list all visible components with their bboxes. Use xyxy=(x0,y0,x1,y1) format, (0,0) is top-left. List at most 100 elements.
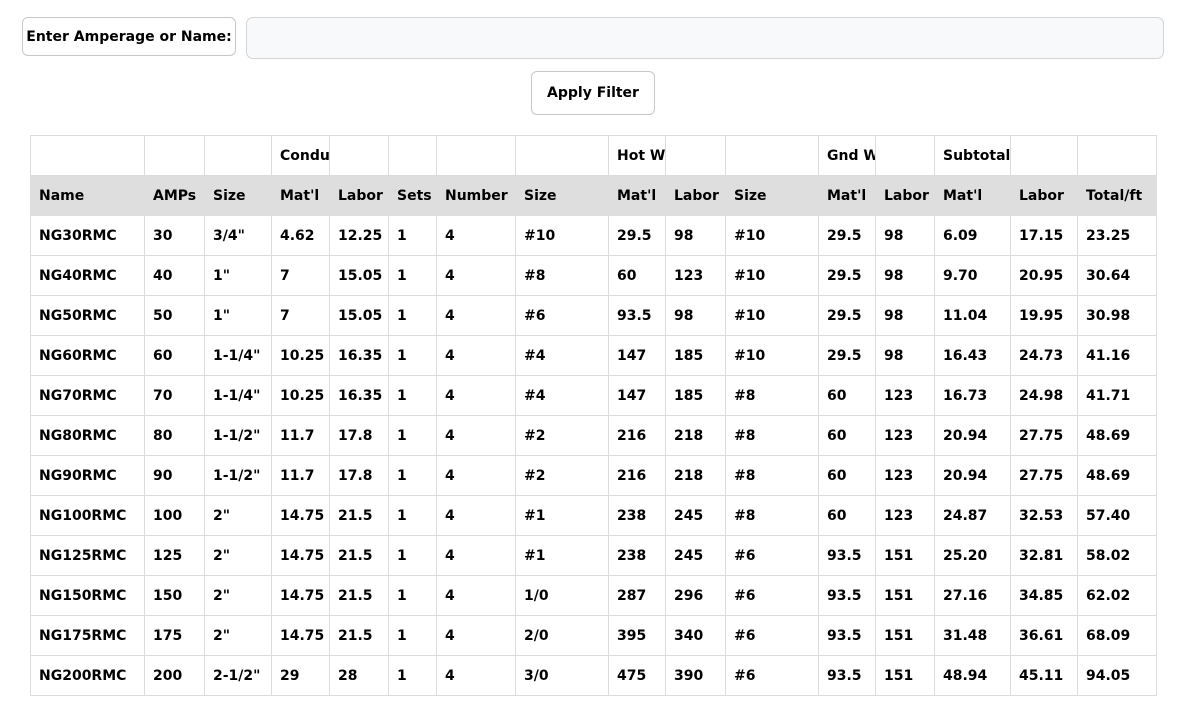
table-cell: 14.75 xyxy=(271,535,330,576)
table-cell: 4.62 xyxy=(271,215,330,256)
table-cell: 29.5 xyxy=(818,295,876,336)
table-cell: 23.25 xyxy=(1077,215,1157,256)
table-cell: NG50RMC xyxy=(30,295,145,336)
table-cell: 340 xyxy=(665,615,726,656)
apply-filter-button[interactable]: Apply Filter xyxy=(531,71,655,115)
table-cell: NG200RMC xyxy=(30,655,145,696)
table-cell: 28 xyxy=(329,655,389,696)
table-cell: 27.75 xyxy=(1010,415,1078,456)
table-cell: #8 xyxy=(725,375,819,416)
table-cell: 4 xyxy=(436,415,516,456)
table-cell: 15.05 xyxy=(329,295,389,336)
column-header: Total/ft xyxy=(1077,175,1157,216)
table-row: NG40RMC 40 1" 7 15.05 1 4 #8 60 123 #10 29.5 98 9.70 2… xyxy=(30,255,1157,296)
table-row: NG125RMC 125 2" 14.75 21.5 1 4 #1 238 245 #6 93.5 15… xyxy=(30,535,1157,576)
table-cell: 36.61 xyxy=(1010,615,1078,656)
table-cell: 245 xyxy=(665,495,726,536)
table-cell: 296 xyxy=(665,575,726,616)
table-row: NG70RMC 70 1-1/4" 10.25 16.35 1 4 #4 147 185 #8 60 1… xyxy=(30,375,1157,416)
table-cell: #8 xyxy=(515,255,609,296)
table-cell: 151 xyxy=(875,575,935,616)
table-cell: #1 xyxy=(515,495,609,536)
table-cell: 29.5 xyxy=(608,215,666,256)
table-cell: 29.5 xyxy=(818,215,876,256)
filter-input[interactable] xyxy=(246,17,1164,59)
table-cell: NG175RMC xyxy=(30,615,145,656)
table-cell: #2 xyxy=(515,455,609,496)
table-cell: 24.87 xyxy=(934,495,1011,536)
group-header-cell: Conduits xyxy=(271,135,330,176)
table-cell: 1 xyxy=(388,255,437,296)
table-row: NG100RMC 100 2" 14.75 21.5 1 4 #1 238 245 #8 60 123 2… xyxy=(30,495,1157,536)
table-cell: 29.5 xyxy=(818,335,876,376)
group-header-cell xyxy=(204,135,272,176)
table-cell: #6 xyxy=(725,655,819,696)
group-header-cell xyxy=(30,135,145,176)
table-cell: #8 xyxy=(725,415,819,456)
column-header: Mat'l xyxy=(608,175,666,216)
table-cell: 12.25 xyxy=(329,215,389,256)
table-cell: 93.5 xyxy=(818,655,876,696)
table-cell: NG70RMC xyxy=(30,375,145,416)
column-header-row: Name AMPs Size Mat'l Labor Sets Number Size Mat'… xyxy=(30,175,1157,216)
table-cell: 1-1/2" xyxy=(204,415,272,456)
table-cell: 238 xyxy=(608,535,666,576)
table-cell: 21.5 xyxy=(329,575,389,616)
table-cell: 216 xyxy=(608,415,666,456)
table-cell: 475 xyxy=(608,655,666,696)
table-cell: 93.5 xyxy=(818,535,876,576)
table-cell: 4 xyxy=(436,375,516,416)
table-cell: 123 xyxy=(665,255,726,296)
table-cell: 21.5 xyxy=(329,535,389,576)
table-cell: NG100RMC xyxy=(30,495,145,536)
group-header-cell xyxy=(144,135,205,176)
table-cell: 16.73 xyxy=(934,375,1011,416)
table-cell: 4 xyxy=(436,335,516,376)
group-header-cell xyxy=(725,135,819,176)
table-cell: 4 xyxy=(436,655,516,696)
table-cell: 216 xyxy=(608,455,666,496)
table-cell: 1-1/4" xyxy=(204,375,272,416)
table-cell: 1" xyxy=(204,255,272,296)
table-cell: 2/0 xyxy=(515,615,609,656)
table-cell: 15.05 xyxy=(329,255,389,296)
table-cell: 34.85 xyxy=(1010,575,1078,616)
group-header-cell xyxy=(329,135,389,176)
table-cell: 50 xyxy=(144,295,205,336)
table-cell: 60 xyxy=(144,335,205,376)
table-cell: #10 xyxy=(725,255,819,296)
table-row: NG50RMC 50 1" 7 15.05 1 4 #6 93.5 98 #10 29.5 98 11.0… xyxy=(30,295,1157,336)
table-cell: 98 xyxy=(875,335,935,376)
table-cell: 93.5 xyxy=(818,575,876,616)
table-cell: 93.5 xyxy=(818,615,876,656)
table-cell: 98 xyxy=(665,215,726,256)
group-header-cell xyxy=(388,135,437,176)
table-cell: #6 xyxy=(725,615,819,656)
table-cell: 24.73 xyxy=(1010,335,1078,376)
table-cell: 80 xyxy=(144,415,205,456)
column-header: Name xyxy=(30,175,145,216)
table-cell: 98 xyxy=(875,215,935,256)
table-cell: 29.5 xyxy=(818,255,876,296)
table-cell: 11.7 xyxy=(271,455,330,496)
table-cell: 48.94 xyxy=(934,655,1011,696)
table-cell: 3/0 xyxy=(515,655,609,696)
group-header-cell xyxy=(515,135,609,176)
table-cell: 6.09 xyxy=(934,215,1011,256)
table-cell: 68.09 xyxy=(1077,615,1157,656)
table-cell: 185 xyxy=(665,375,726,416)
table-cell: 94.05 xyxy=(1077,655,1157,696)
table-cell: 175 xyxy=(144,615,205,656)
column-header: Mat'l xyxy=(818,175,876,216)
table-cell: 4 xyxy=(436,215,516,256)
table-row: NG200RMC 200 2-1/2" 29 28 1 4 3/0 475 390 #6 93.5 15… xyxy=(30,655,1157,696)
table-cell: 60 xyxy=(818,415,876,456)
table-cell: 45.11 xyxy=(1010,655,1078,696)
table-cell: NG125RMC xyxy=(30,535,145,576)
table-cell: 1/0 xyxy=(515,575,609,616)
table-cell: 1 xyxy=(388,655,437,696)
table-cell: 98 xyxy=(665,295,726,336)
table-cell: #2 xyxy=(515,415,609,456)
table-cell: NG90RMC xyxy=(30,455,145,496)
column-header: AMPs xyxy=(144,175,205,216)
